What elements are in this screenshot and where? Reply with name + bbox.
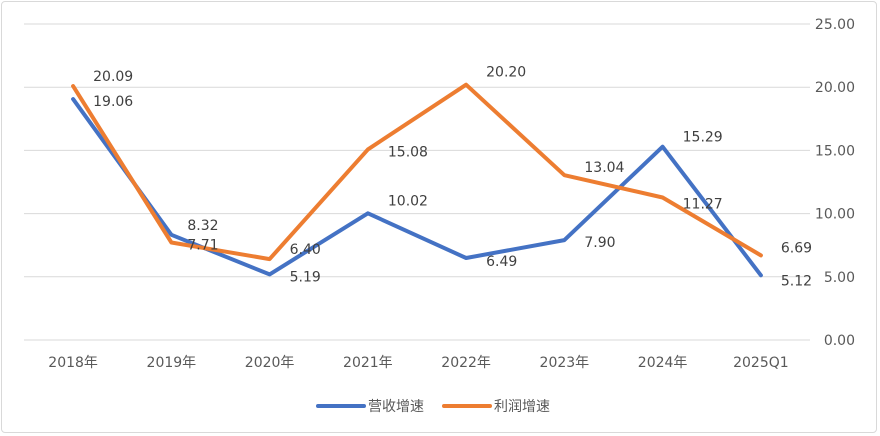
data-label: 6.40 — [290, 242, 321, 258]
data-label: 20.20 — [486, 65, 526, 81]
data-label: 6.49 — [486, 254, 517, 270]
series-line-2 — [71, 82, 763, 262]
y-tick-label: 15.00 — [815, 143, 855, 159]
data-label: 19.06 — [93, 94, 133, 110]
data-label: 5.19 — [290, 269, 321, 285]
data-label: 15.29 — [683, 130, 723, 146]
legend-label: 营收增速 — [368, 399, 424, 415]
data-label: 5.12 — [781, 273, 812, 289]
y-tick-label: 25.00 — [815, 17, 855, 33]
legend-label: 利润增速 — [494, 399, 550, 415]
data-labels: 19.06 8.32 5.19 10.02 6.49 7.90 15.29 5.12 20.09… — [93, 65, 812, 290]
data-label: 6.69 — [781, 240, 812, 256]
x-tick-label: 2018年 — [48, 355, 98, 371]
x-tick-label: 2024年 — [638, 355, 688, 371]
x-tick-label: 2023年 — [540, 355, 590, 371]
data-label: 7.90 — [584, 235, 615, 251]
x-tick-label: 2022年 — [441, 355, 491, 371]
y-tick-label: 0.00 — [824, 333, 855, 349]
y-axis-ticks: 0.00 5.00 10.00 15.00 20.00 25.00 — [815, 17, 855, 349]
y-tick-label: 20.00 — [815, 80, 855, 96]
x-tick-label: 2025Q1 — [733, 355, 789, 371]
data-label: 8.32 — [187, 218, 218, 234]
x-axis-ticks: 2018年 2019年 2020年 2021年 2022年 2023年 2024年 2025Q… — [48, 355, 788, 371]
data-label: 20.09 — [93, 69, 133, 85]
series-lines — [71, 82, 763, 278]
data-label: 13.04 — [584, 160, 624, 176]
x-tick-label: 2021年 — [343, 355, 393, 371]
x-tick-label: 2019年 — [147, 355, 197, 371]
data-label: 11.27 — [683, 197, 723, 213]
data-label: 10.02 — [388, 193, 428, 209]
x-tick-label: 2020年 — [245, 355, 295, 371]
data-label: 15.08 — [388, 144, 428, 160]
legend: 营收增速 利润增速 — [316, 399, 550, 415]
y-tick-label: 10.00 — [815, 207, 855, 223]
y-tick-label: 5.00 — [824, 270, 855, 286]
data-label: 7.71 — [187, 238, 218, 254]
series-line-1 — [71, 97, 763, 278]
